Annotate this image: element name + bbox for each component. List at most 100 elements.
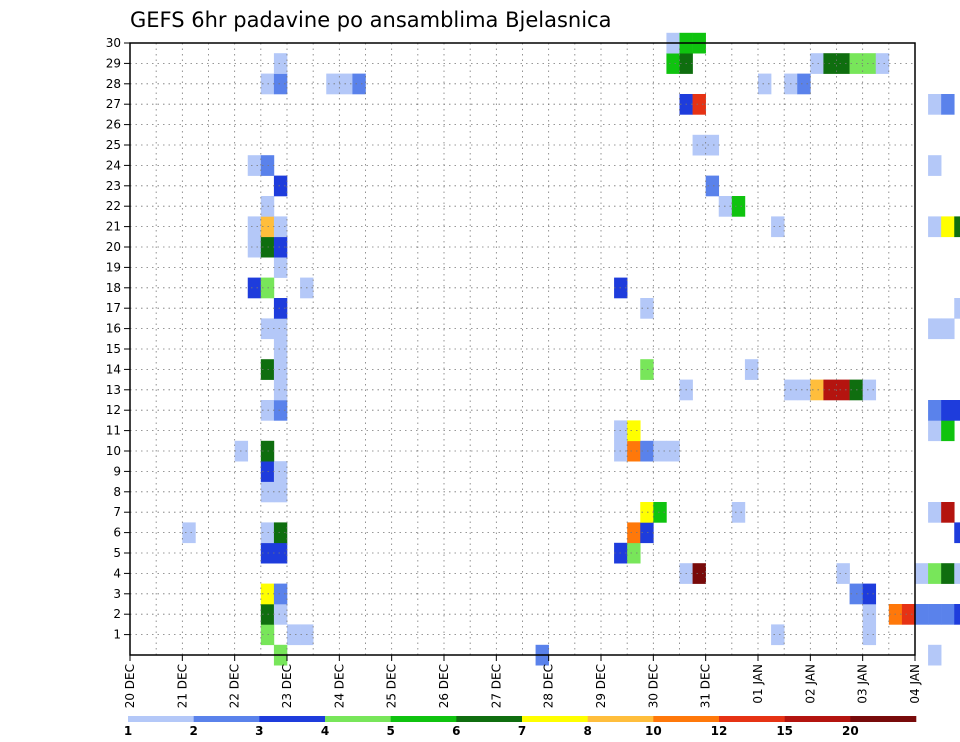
y-tick-label: 3 xyxy=(113,587,121,601)
heatmap-cell xyxy=(941,400,955,421)
y-tick-label: 17 xyxy=(106,301,121,315)
heatmap-cell xyxy=(273,257,288,278)
y-tick-label: 2 xyxy=(113,607,121,621)
y-tick-label: 13 xyxy=(106,383,121,397)
x-tick-label: 24 DEC xyxy=(332,664,346,708)
y-tick-label: 7 xyxy=(113,505,121,519)
color-bar-swatch xyxy=(390,716,457,722)
heatmap-cell xyxy=(627,542,641,564)
heatmap-cell xyxy=(705,134,720,156)
heatmap-cell xyxy=(928,563,942,584)
color-bar-label: 6 xyxy=(452,724,460,738)
heatmap-cell xyxy=(797,73,811,95)
heatmap-cell xyxy=(928,155,942,176)
color-bar-swatch xyxy=(193,716,260,722)
heatmap-cell xyxy=(758,73,772,95)
heatmap-cell xyxy=(692,94,706,115)
y-tick-label: 8 xyxy=(113,485,121,499)
color-bar-swatch xyxy=(259,716,326,722)
heatmap-cell xyxy=(941,604,955,625)
y-tick-label: 11 xyxy=(106,424,121,438)
x-tick-label: 26 DEC xyxy=(437,664,451,708)
heatmap-cell xyxy=(928,502,942,523)
heatmap-cell xyxy=(928,644,942,666)
heatmap-cell xyxy=(915,604,929,625)
color-bar-label: 7 xyxy=(518,724,526,738)
heatmap-cell xyxy=(273,73,288,95)
x-tick-label: 04 JAN xyxy=(908,664,922,704)
heatmap-cell xyxy=(941,318,955,340)
color-bar-label: 2 xyxy=(189,724,197,738)
heatmap-cell xyxy=(731,196,746,217)
y-tick-label: 5 xyxy=(113,546,121,560)
heatmap-cell xyxy=(273,236,288,258)
color-bar-swatch xyxy=(325,716,391,722)
chart-title: GEFS 6hr padavine po ansamblima Bjelasni… xyxy=(130,8,611,32)
x-tick-label: 03 JAN xyxy=(856,664,870,704)
heatmap-cell xyxy=(797,379,811,401)
heatmap-cell xyxy=(287,624,301,646)
color-bar-label: 3 xyxy=(255,724,263,738)
heatmap-cell xyxy=(954,522,960,544)
heatmap-cell xyxy=(273,481,288,503)
heatmap-cell xyxy=(247,236,262,258)
y-tick-label: 15 xyxy=(106,342,121,356)
heatmap-cell xyxy=(273,175,288,197)
y-tick-label: 27 xyxy=(106,97,121,111)
heatmap-cell xyxy=(640,522,654,544)
heatmap-cell xyxy=(862,53,877,74)
y-tick-label: 22 xyxy=(106,199,121,213)
y-tick-label: 30 xyxy=(106,36,121,50)
heatmap-cell xyxy=(182,522,196,544)
y-tick-label: 16 xyxy=(106,322,121,336)
heatmap-cell xyxy=(810,53,824,74)
heatmap-cell xyxy=(836,563,850,584)
heatmap-cell xyxy=(640,440,654,462)
heatmap-cell xyxy=(273,338,288,360)
heatmap-cell xyxy=(941,420,955,442)
heatmap-cell xyxy=(771,216,785,238)
color-bar-label: 4 xyxy=(321,724,329,738)
heatmap-cell xyxy=(928,216,942,238)
heatmap-cell xyxy=(954,216,960,238)
heatmap-cell xyxy=(810,379,824,401)
color-bar-swatch xyxy=(128,716,194,722)
y-tick-label: 29 xyxy=(106,56,121,70)
y-tick-label: 19 xyxy=(106,260,121,274)
heatmap-cell xyxy=(901,604,916,625)
heatmap-cell xyxy=(771,624,785,646)
y-tick-label: 12 xyxy=(106,403,121,417)
heatmap-cell xyxy=(862,583,877,605)
x-tick-label: 21 DEC xyxy=(175,664,189,708)
heatmap-cell xyxy=(954,298,960,319)
heatmap-cell xyxy=(836,53,850,74)
heatmap-cell xyxy=(273,400,288,421)
heatmap-cell xyxy=(273,298,288,319)
color-bar: 1 2 3 4 5 6 7 8 10 12 15 20 xyxy=(124,716,917,738)
x-tick-label: 25 DEC xyxy=(385,664,399,708)
y-tick-label: 4 xyxy=(113,566,121,580)
x-tick-label: 23 DEC xyxy=(280,664,294,708)
heatmap-cell xyxy=(941,563,955,584)
color-bar-label: 8 xyxy=(583,724,591,738)
heatmap-cell xyxy=(666,440,680,462)
heatmap-cell xyxy=(954,604,960,625)
color-bar-swatch xyxy=(653,716,720,722)
heatmap-cell xyxy=(653,502,667,523)
color-bar-label: 5 xyxy=(386,724,394,738)
heatmap-cell xyxy=(823,53,837,74)
heatmap-cell xyxy=(339,73,353,95)
y-tick-label: 20 xyxy=(106,240,121,254)
heatmap-cell xyxy=(941,502,955,523)
y-tick-label: 1 xyxy=(113,628,121,642)
color-bar-swatch xyxy=(456,716,523,722)
y-tick-label: 18 xyxy=(106,281,121,295)
heatmap-cell xyxy=(928,400,942,421)
color-bar-label: 20 xyxy=(842,724,859,738)
heatmap-cell xyxy=(273,216,288,238)
x-tick-label: 31 DEC xyxy=(699,664,713,708)
x-tick-label: 28 DEC xyxy=(542,664,556,708)
heatmap-cell xyxy=(273,359,288,380)
heatmap-cell xyxy=(273,583,288,605)
